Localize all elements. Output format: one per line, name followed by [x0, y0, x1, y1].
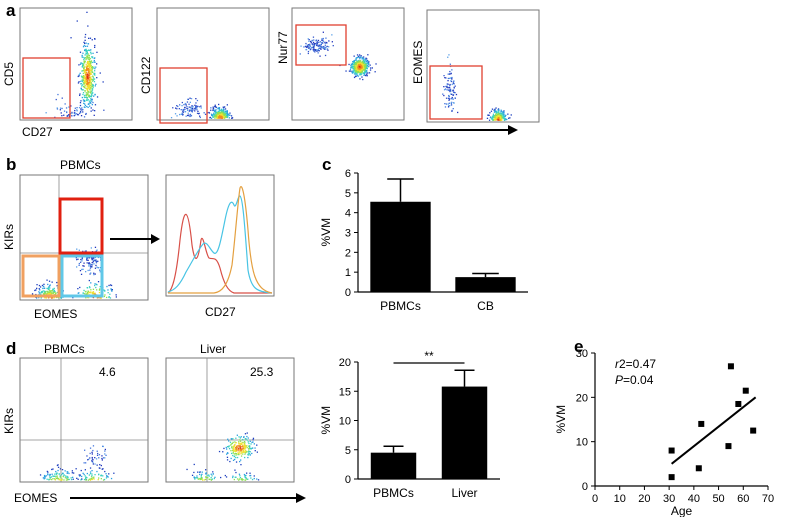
- panel-d-arrow-head: [296, 493, 306, 503]
- panel-e-data-point: [750, 427, 757, 434]
- panel-a-flow-plot-3: [291, 7, 405, 121]
- panel-d-plot-2-value: 25.3: [250, 365, 274, 379]
- panel-d-bar-chart: 0 5 10 15 20 PBMCs Liver %VM **: [319, 349, 500, 500]
- panel-d-y-tick-label: 15: [339, 386, 351, 398]
- panel-c-y-label: %VM: [319, 218, 333, 247]
- panel-c-bar-cb: [455, 277, 516, 292]
- panel-a-x-label: CD27: [22, 125, 53, 139]
- panel-e-data-point: [668, 447, 675, 454]
- histogram-curve-cyan: [167, 195, 273, 294]
- panel-d-y-tick-label: 20: [339, 357, 351, 369]
- panel-d-y-tick-label: 10: [339, 416, 351, 428]
- panel-a-arrow-head: [508, 125, 518, 135]
- panel-e-x-tick-label: 0: [592, 493, 598, 505]
- panel-a-marker-2: CD122: [139, 56, 153, 94]
- panel-d-category-label: PBMCs: [373, 486, 414, 500]
- panel-a-marker-4: EOMES: [411, 41, 425, 84]
- panel-e-x-tick-label: 10: [614, 493, 626, 505]
- gate-box: [429, 65, 483, 120]
- panel-e-r2-annotation: r2=0.47: [615, 357, 656, 371]
- panel-e-y-tick-label: 10: [576, 437, 588, 449]
- panel-d-flow-plot-2: [165, 357, 295, 483]
- panel-e-data-point: [668, 474, 675, 481]
- panel-b-title: PBMCs: [60, 158, 101, 172]
- panel-b-x-label: EOMES: [34, 307, 77, 321]
- panel-d-y-tick-label: 5: [345, 445, 351, 457]
- panel-e-x-tick-label: 60: [737, 493, 749, 505]
- panel-a-marker-3: Nur77: [276, 31, 290, 64]
- panel-e-x-tick-label: 40: [688, 493, 700, 505]
- panel-a-flow-plot-1: [19, 7, 133, 121]
- panel-e-x-tick-label: 30: [663, 493, 675, 505]
- panel-c-bar-pbmcs: [370, 201, 431, 292]
- panel-b-y-label: KIRs: [2, 224, 16, 250]
- panel-d-letter: d: [6, 339, 16, 358]
- panel-a-marker-1: CD5: [2, 62, 16, 86]
- panel-c-y-tick-label: 5: [345, 188, 351, 200]
- panel-e-data-point: [735, 400, 742, 407]
- panel-e-data-point: [698, 420, 705, 427]
- panel-c-y-tick-label: 2: [345, 247, 351, 259]
- panel-d-plot-1-title: PBMCs: [44, 342, 85, 356]
- panel-d-plot-2-title: Liver: [200, 342, 226, 356]
- gate-box: [159, 67, 208, 124]
- panel-d-y-label: KIRs: [2, 408, 16, 434]
- panel-c-y-tick-label: 1: [345, 267, 351, 279]
- panel-b-arrow-head: [151, 234, 160, 244]
- panel-d-y-tick-label: 0: [345, 474, 351, 486]
- panel-b-histogram: [165, 174, 275, 297]
- panel-d-x-label: EOMES: [14, 491, 57, 505]
- histogram-curve-orange: [168, 186, 273, 294]
- panel-b-histogram-x-label: CD27: [205, 305, 236, 319]
- panel-a-flow-plot-2: [156, 7, 270, 124]
- panel-e-y-tick-label: 20: [576, 392, 588, 404]
- panel-c-bar-chart: 0 1 2 3 4 5 6 PBMCs CB %VM: [319, 168, 528, 313]
- panel-e-x-label: Age: [671, 504, 693, 517]
- panel-a-flow-plot-4: [426, 9, 540, 123]
- panel-e-y-tick-label: 0: [582, 481, 588, 493]
- panel-c-y-tick-label: 0: [345, 287, 351, 299]
- panel-c-y-tick-label: 6: [345, 168, 351, 180]
- panel-d-bar-pbmcs: [370, 452, 417, 479]
- panel-e-x-tick-label: 70: [762, 493, 774, 505]
- panel-c-category-label: PBMCs: [380, 299, 421, 313]
- panel-e-data-point: [725, 443, 732, 450]
- gate-box: [295, 24, 347, 66]
- panel-c-letter: c: [322, 155, 331, 174]
- panel-d-category-label: Liver: [451, 486, 477, 500]
- panel-e-data-point: [742, 387, 749, 394]
- histogram-curve-red: [167, 213, 272, 294]
- panel-e-y-tick-label: 30: [576, 348, 588, 360]
- panel-e-y-label: %VM: [554, 405, 568, 434]
- panel-d-bar-liver: [441, 386, 488, 479]
- panel-d-flow-plot-1: [19, 357, 149, 483]
- panel-e-scatter-chart: 0 10 20 30 40 50 60 700102030Age%VMr2=0.47P=0.0…: [554, 348, 774, 517]
- panel-e-x-tick-label: 20: [638, 493, 650, 505]
- panel-e-p-annotation: P=0.04: [615, 373, 654, 387]
- panel-d-y-label: %VM: [319, 406, 333, 435]
- gate-box-cyan: [60, 254, 104, 298]
- panel-b-letter: b: [6, 155, 16, 174]
- panel-d-plot-1-value: 4.6: [99, 365, 116, 379]
- panel-c-y-tick-label: 3: [345, 228, 351, 240]
- panel-e-fit-line: [670, 396, 757, 465]
- gate-box-orange: [21, 254, 61, 298]
- gate-box-red: [58, 197, 104, 255]
- panel-c-y-tick-label: 4: [345, 208, 351, 220]
- significance-marker: **: [424, 349, 434, 363]
- panel-e-data-point: [727, 363, 734, 370]
- panel-b-flow-plot: [19, 174, 149, 301]
- panel-e-letter: e: [574, 337, 583, 356]
- panel-a-letter: a: [6, 1, 16, 20]
- panel-e-data-point: [695, 465, 702, 472]
- panel-c-category-label: CB: [477, 299, 494, 313]
- gate-box: [22, 57, 71, 119]
- panel-e-x-tick-label: 50: [712, 493, 724, 505]
